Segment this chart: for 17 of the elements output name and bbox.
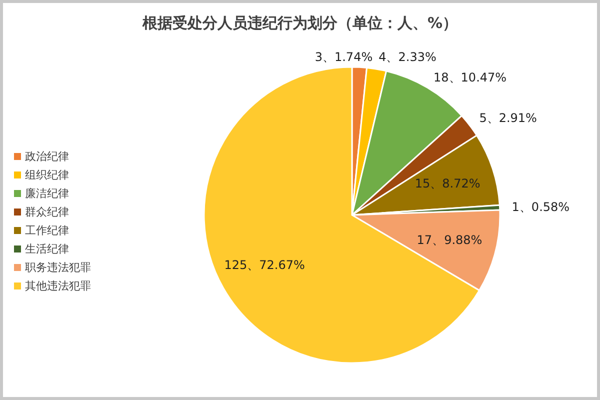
legend-label: 职务违法犯罪	[25, 261, 91, 274]
chart-title: 根据受处分人员违纪行为划分（单位：人、%）	[141, 14, 458, 32]
legend-label: 政治纪律	[25, 150, 69, 163]
data-label: 15、8.72%	[414, 176, 480, 191]
legend-label: 廉洁纪律	[25, 187, 69, 200]
legend-label: 工作纪律	[25, 224, 69, 237]
data-label: 5、2.91%	[479, 110, 537, 125]
data-label: 1、0.58%	[512, 200, 570, 214]
data-label: 18、10.47%	[434, 70, 507, 84]
legend-label: 其他违法犯罪	[25, 280, 91, 292]
legend-label: 组织纪律	[25, 168, 69, 182]
legend-label: 群众纪律	[25, 206, 69, 218]
data-label: 3、1.74%	[314, 50, 373, 64]
data-label: 17、9.88%	[416, 232, 482, 247]
legend-label: 生活纪律	[25, 242, 69, 256]
data-label: 125、72.67%	[224, 258, 305, 272]
data-label: 4、2.33%	[378, 50, 436, 64]
